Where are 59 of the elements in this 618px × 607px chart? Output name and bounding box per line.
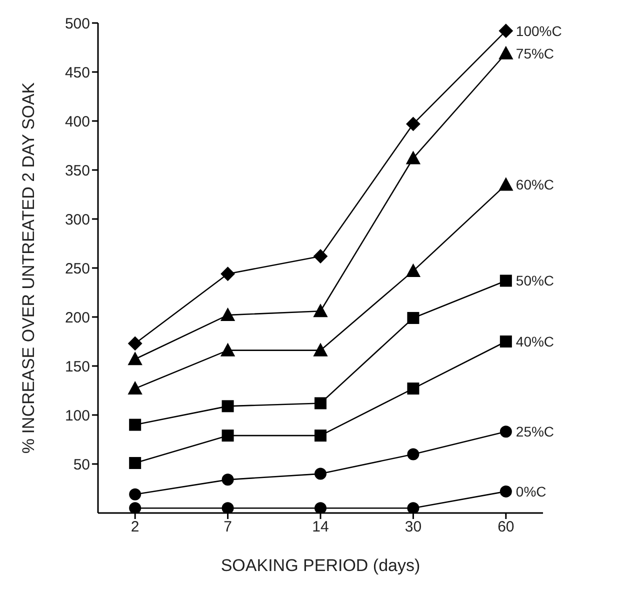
point — [407, 502, 420, 513]
point — [314, 249, 328, 264]
point — [314, 397, 326, 410]
point — [407, 448, 420, 460]
y-tick-label: 200 — [64, 309, 90, 326]
series-label: 25%C — [516, 424, 554, 440]
point — [314, 304, 328, 318]
point — [129, 488, 142, 500]
point — [222, 400, 234, 412]
y-tick-label: 350 — [64, 162, 90, 180]
point — [407, 382, 420, 395]
y-tick-label: 300 — [64, 211, 90, 228]
point — [220, 343, 235, 356]
point — [222, 430, 234, 442]
y-tick-label: 250 — [64, 260, 90, 278]
y-tick-label: 450 — [64, 64, 90, 82]
series-label: 0%C — [516, 483, 546, 500]
point — [220, 266, 235, 281]
point — [128, 382, 142, 395]
y-tick-label: 50 — [73, 456, 90, 474]
point — [406, 264, 420, 277]
point — [498, 24, 513, 38]
point — [498, 46, 513, 60]
point — [314, 468, 326, 480]
point — [500, 426, 512, 438]
point — [222, 502, 234, 513]
y-tick-label: 150 — [64, 358, 90, 376]
point — [129, 457, 142, 470]
point — [406, 151, 420, 164]
point — [314, 502, 326, 513]
point — [406, 116, 420, 131]
point — [500, 485, 512, 498]
x-tick-label: 2 — [130, 518, 140, 536]
point — [220, 308, 235, 322]
x-tick-label: 30 — [404, 518, 422, 536]
point — [129, 502, 142, 513]
point — [129, 418, 142, 431]
series-label: 40%C — [516, 334, 554, 350]
x-tick-label: 7 — [224, 518, 232, 536]
point — [314, 343, 328, 356]
y-tick-label: 100 — [64, 407, 90, 424]
point — [128, 336, 142, 350]
y-tick-label: 400 — [64, 113, 90, 130]
x-tick-label: 14 — [312, 518, 329, 536]
series-label: 50%C — [516, 272, 554, 289]
point — [500, 336, 512, 348]
y-axis-title: % INCREASE OVER UNTREATED 2 DAY SOAK — [19, 82, 38, 454]
x-tick-label: 60 — [498, 518, 514, 536]
point — [407, 312, 420, 324]
series-label: 100%C — [516, 22, 562, 39]
x-axis-title: SOAKING PERIOD (days) — [220, 556, 420, 575]
point — [498, 178, 513, 191]
series-label: 75%C — [516, 45, 554, 62]
point — [500, 274, 512, 287]
point — [314, 430, 326, 442]
y-tick-label: 500 — [64, 15, 90, 32]
series-label: 60%C — [516, 176, 554, 193]
point — [222, 474, 234, 486]
point — [128, 352, 142, 366]
